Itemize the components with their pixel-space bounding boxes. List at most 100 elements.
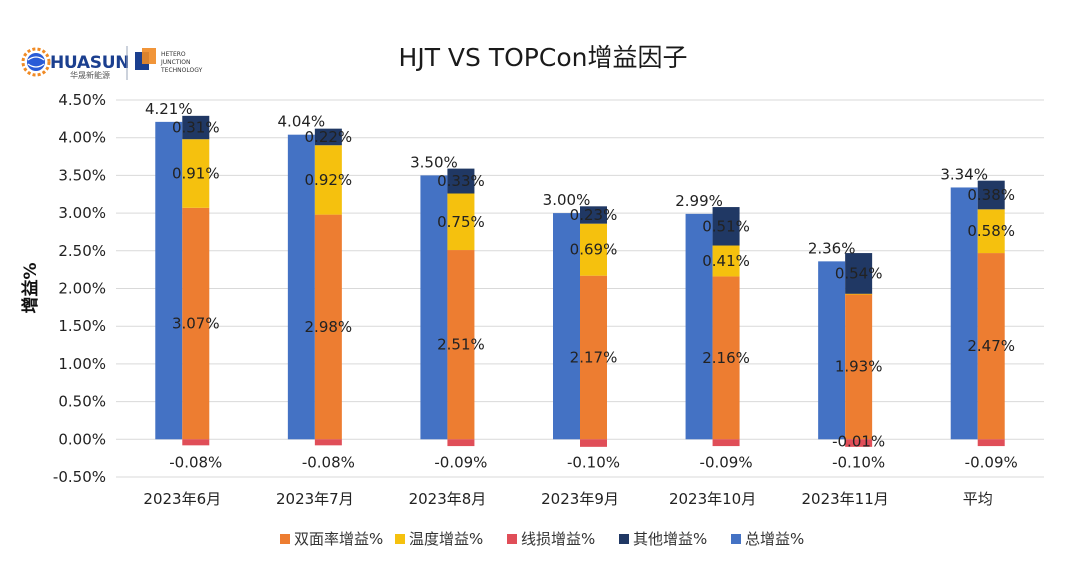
- y-tick-label: 3.50%: [58, 166, 106, 184]
- total-gain-label: 3.34%: [940, 165, 988, 183]
- legend-swatch: [619, 534, 629, 544]
- legend-swatch: [395, 534, 405, 544]
- total-gain-bar: [685, 213, 713, 440]
- bifacial-gain-label: 1.93%: [835, 358, 883, 376]
- bifacial-gain-bar: [314, 214, 342, 440]
- temperature-gain-label: 0.75%: [437, 213, 485, 231]
- temperature-gain-label: -0.01%: [832, 432, 885, 450]
- sun-globe-icon: [21, 47, 51, 77]
- other-gain-bar: [182, 115, 210, 140]
- bifacial-gain-label: 2.98%: [305, 318, 353, 336]
- other-gain-bar: [447, 168, 475, 194]
- chart-title: HJT VS TOPCon增益因子: [399, 43, 688, 72]
- bifacial-gain-label: 2.51%: [437, 336, 485, 354]
- other-gain-label: 0.23%: [570, 206, 618, 224]
- legend-swatch: [507, 534, 517, 544]
- other-gain-label: 0.51%: [702, 217, 750, 235]
- total-gain-label: 4.04%: [278, 113, 326, 131]
- line-loss-gain-label: -0.09%: [965, 453, 1018, 471]
- x-category-label: 2023年10月: [669, 490, 756, 508]
- other-gain-label: 0.22%: [305, 128, 353, 146]
- total-gain-bar: [420, 175, 448, 440]
- temperature-gain-label: 0.91%: [172, 165, 220, 183]
- temperature-gain-label: 0.41%: [702, 252, 750, 270]
- line-loss-gain-bar: [447, 439, 475, 447]
- y-tick-label: 0.50%: [58, 393, 106, 411]
- other-gain-bar: [314, 128, 342, 146]
- total-gain-bar: [287, 134, 315, 440]
- y-tick-label: 2.50%: [58, 242, 106, 260]
- line-loss-gain-label: -0.08%: [302, 453, 355, 471]
- legend-label: 双面率增益%: [294, 530, 383, 548]
- legend-label: 总增益%: [745, 530, 804, 548]
- line-loss-gain-bar: [314, 439, 342, 446]
- y-tick-label: 4.50%: [58, 91, 106, 109]
- y-tick-label: 2.00%: [58, 280, 106, 298]
- other-gain-bar: [712, 207, 740, 246]
- total-gain-bar: [155, 121, 183, 440]
- data-labels: 4.21% 3.07% 0.91% 0.31% -0.08% 4.04% 2.98% 0.92…: [145, 100, 1018, 471]
- y-tick-label: 1.00%: [58, 355, 106, 373]
- temperature-gain-bar: [712, 245, 740, 277]
- temperature-gain-label: 0.92%: [305, 171, 353, 189]
- y-tick-label: 4.00%: [58, 129, 106, 147]
- legend-swatch: [280, 534, 290, 544]
- logo-brand-text: HUASUN: [50, 53, 129, 73]
- x-axis-categories: 2023年6月 2023年7月 2023年8月 2023年9月 2023年10月 2023…: [143, 490, 992, 508]
- bifacial-gain-label: 2.16%: [702, 349, 750, 367]
- line-loss-gain-bar: [977, 439, 1005, 447]
- bifacial-gain-label: 3.07%: [172, 315, 220, 333]
- total-gain-bar: [950, 187, 978, 440]
- bifacial-gain-bar: [182, 207, 210, 440]
- y-tick-label: -0.50%: [53, 468, 106, 486]
- bifacial-gain-label: 2.47%: [967, 337, 1015, 355]
- temperature-gain-bar: [314, 145, 342, 215]
- hjt-line-1: HETERO: [161, 51, 186, 58]
- x-category-label: 2023年9月: [541, 490, 619, 508]
- total-gain-label: 3.50%: [410, 153, 458, 171]
- other-gain-label: 0.38%: [967, 186, 1015, 204]
- total-gain-bar: [818, 261, 846, 440]
- total-gain-label: 3.00%: [543, 191, 591, 209]
- temperature-gain-bar: [447, 193, 475, 251]
- total-gain-bar: [553, 213, 580, 440]
- y-tick-label: 0.00%: [58, 430, 106, 448]
- bifacial-gain-bar: [845, 293, 873, 440]
- total-gain-label: 2.99%: [675, 192, 723, 210]
- temperature-gain-label: 0.58%: [967, 222, 1015, 240]
- temperature-gain-bar: [845, 293, 873, 295]
- y-axis-label: 增益%: [20, 262, 41, 313]
- line-loss-gain-bar: [712, 439, 740, 447]
- bifacial-gain-bar: [977, 253, 1005, 440]
- line-loss-gain-label: -0.08%: [169, 453, 222, 471]
- other-gain-label: 0.54%: [835, 264, 883, 282]
- temperature-gain-bar: [580, 223, 607, 276]
- line-loss-gain-bar: [580, 439, 607, 447]
- line-loss-gain-bar: [182, 439, 210, 446]
- other-gain-bar: [580, 206, 607, 224]
- legend-swatch: [731, 534, 741, 544]
- total-gain-label: 2.36%: [808, 239, 856, 257]
- x-category-label: 2023年8月: [409, 490, 487, 508]
- legend-label: 其他增益%: [633, 530, 707, 548]
- other-gain-bar: [977, 180, 1005, 210]
- x-category-label: 平均: [963, 490, 993, 508]
- y-tick-label: 1.50%: [58, 317, 106, 335]
- bifacial-gain-bar: [580, 275, 607, 440]
- logo-brand-cn: 华晟新能源: [70, 70, 110, 80]
- temperature-gain-label: 0.69%: [570, 241, 618, 259]
- huasun-logo: HUASUN 华晟新能源 HETERO JUNCTION TECHNOLOGY: [21, 46, 203, 80]
- legend: 双面率增益% 温度增益% 线损增益% 其他增益% 总增益%: [280, 530, 804, 548]
- other-gain-label: 0.33%: [437, 172, 485, 190]
- bifacial-gain-label: 2.17%: [570, 348, 618, 366]
- line-loss-gain-label: -0.09%: [434, 453, 487, 471]
- legend-label: 线损增益%: [521, 530, 595, 548]
- total-gain-label: 4.21%: [145, 100, 193, 118]
- other-gain-label: 0.31%: [172, 119, 220, 137]
- bars: [155, 115, 1005, 447]
- temperature-gain-bar: [182, 139, 210, 208]
- bifacial-gain-bar: [712, 276, 740, 440]
- line-loss-gain-bar: [845, 439, 873, 447]
- hjt-line-2: JUNCTION: [160, 59, 190, 66]
